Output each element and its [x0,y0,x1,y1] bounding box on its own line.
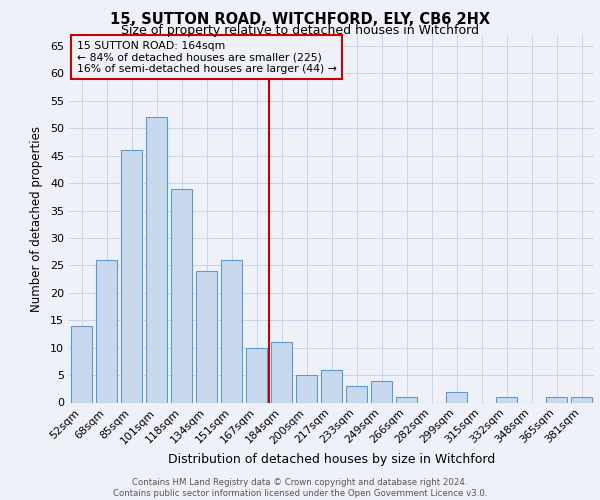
Bar [446,392,467,402]
Bar [496,397,517,402]
Bar [246,348,267,403]
Bar [296,375,317,402]
Bar [271,342,292,402]
Bar [371,380,392,402]
Y-axis label: Number of detached properties: Number of detached properties [30,126,43,312]
Bar [321,370,342,402]
Text: 15, SUTTON ROAD, WITCHFORD, ELY, CB6 2HX: 15, SUTTON ROAD, WITCHFORD, ELY, CB6 2HX [110,12,490,28]
Bar [171,188,192,402]
Bar [396,397,417,402]
Text: Contains HM Land Registry data © Crown copyright and database right 2024.
Contai: Contains HM Land Registry data © Crown c… [113,478,487,498]
Bar [121,150,142,403]
Bar [196,271,217,402]
Bar [571,397,592,402]
Text: Size of property relative to detached houses in Witchford: Size of property relative to detached ho… [121,24,479,37]
Bar [546,397,567,402]
X-axis label: Distribution of detached houses by size in Witchford: Distribution of detached houses by size … [168,452,495,466]
Text: 15 SUTTON ROAD: 164sqm
← 84% of detached houses are smaller (225)
16% of semi-de: 15 SUTTON ROAD: 164sqm ← 84% of detached… [77,40,337,74]
Bar [146,118,167,403]
Bar [71,326,92,402]
Bar [221,260,242,402]
Bar [96,260,117,402]
Bar [346,386,367,402]
